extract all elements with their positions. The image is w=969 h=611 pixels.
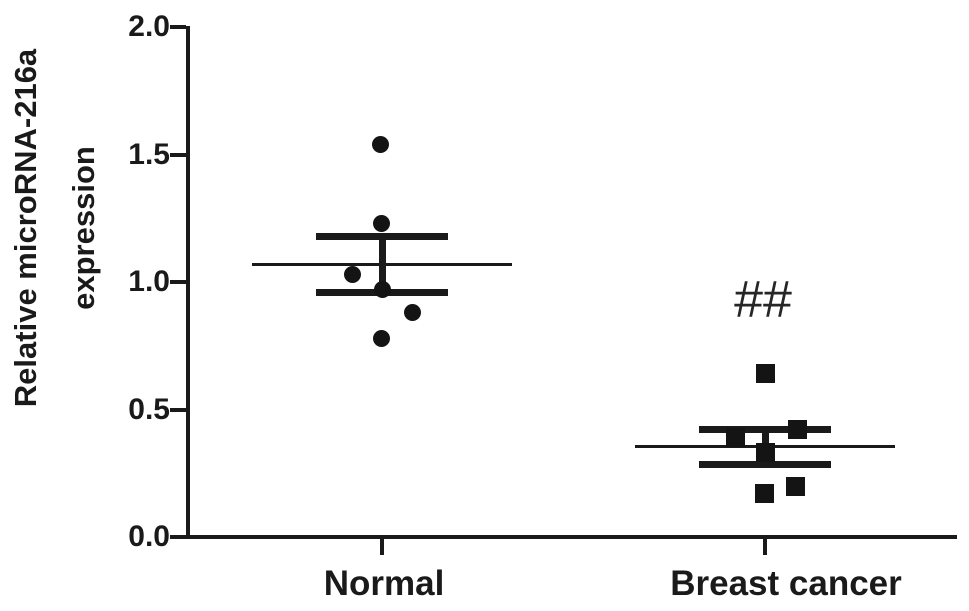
data-point-breast-cancer-3 <box>755 443 775 463</box>
significance-annotation-1: ## <box>734 270 792 329</box>
y-tick-label-2.0: 2.0 <box>128 10 170 43</box>
data-point-breast-cancer-1 <box>787 420 807 440</box>
y-tick-label-0.5: 0.5 <box>128 392 170 426</box>
data-point-normal-5 <box>372 329 390 347</box>
y-axis-title-line1: Relative microRNA-216a <box>8 48 43 408</box>
data-point-normal-1 <box>372 214 390 232</box>
error-stem-0 <box>378 236 386 293</box>
y-tick-mark-0.0 <box>170 535 186 539</box>
y-tick-mark-1.5 <box>170 152 186 157</box>
category-label-0: Normal <box>323 564 445 603</box>
data-point-normal-4 <box>403 304 421 322</box>
y-axis-line <box>186 26 190 539</box>
data-point-breast-cancer-5 <box>754 484 774 504</box>
error-cap-lower-1 <box>699 460 831 468</box>
y-tick-mark-2.0 <box>170 25 186 29</box>
error-cap-upper-1 <box>699 426 831 434</box>
category-label-1: Breast cancer <box>670 564 902 603</box>
x-axis-line <box>186 535 957 539</box>
y-tick-label-0.0: 0.0 <box>128 520 170 553</box>
y-tick-label-1.5: 1.5 <box>128 137 170 171</box>
data-point-normal-2 <box>343 265 361 283</box>
y-tick-label-1.0: 1.0 <box>128 265 170 298</box>
y-tick-mark-1.0 <box>170 280 186 284</box>
x-tick-mark-1 <box>763 537 767 555</box>
data-point-normal-0 <box>371 135 389 153</box>
data-point-breast-cancer-0 <box>755 364 775 384</box>
y-tick-mark-0.5 <box>170 407 186 412</box>
data-point-breast-cancer-2 <box>725 428 745 448</box>
x-tick-mark-0 <box>380 537 384 555</box>
data-point-normal-3 <box>373 281 391 299</box>
error-cap-upper-0 <box>316 232 448 240</box>
data-point-breast-cancer-4 <box>785 476 805 496</box>
